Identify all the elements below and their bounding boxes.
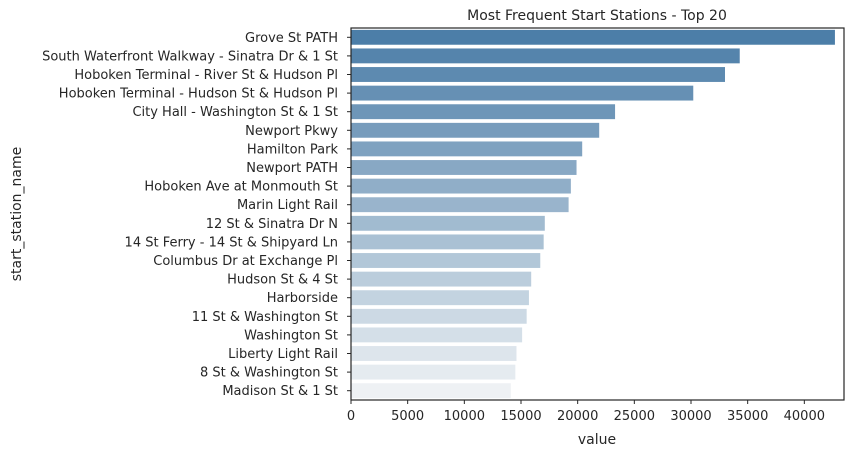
bar bbox=[351, 104, 616, 120]
y-tick-label: City Hall - Washington St & 1 St bbox=[132, 105, 338, 120]
bar bbox=[351, 271, 532, 287]
y-tick-label: Washington St bbox=[244, 328, 338, 343]
bar bbox=[351, 290, 529, 306]
y-tick-label: Madison St & 1 St bbox=[222, 384, 338, 399]
y-tick-label: Hoboken Terminal - Hudson St & Hudson Pl bbox=[59, 87, 338, 102]
bar bbox=[351, 253, 541, 268]
x-tick-label: 30000 bbox=[670, 409, 711, 424]
bar bbox=[351, 160, 577, 175]
bar bbox=[351, 215, 545, 231]
bar bbox=[351, 29, 835, 45]
bar bbox=[351, 85, 694, 101]
y-tick-label: Newport Pkwy bbox=[245, 124, 338, 139]
bar bbox=[351, 122, 600, 138]
y-tick-label: Newport PATH bbox=[246, 161, 338, 176]
y-tick-label: Columbus Dr at Exchange Pl bbox=[153, 254, 338, 269]
y-tick-label: Grove St PATH bbox=[245, 31, 338, 46]
y-tick-label: 11 St & Washington St bbox=[192, 310, 338, 325]
y-tick-label: Liberty Light Rail bbox=[228, 347, 338, 362]
y-tick-label: Hoboken Terminal - River St & Hudson Pl bbox=[74, 68, 338, 83]
bar bbox=[351, 346, 517, 361]
x-tick-label: 15000 bbox=[500, 409, 541, 424]
bar bbox=[351, 141, 583, 157]
y-tick-label: 14 St Ferry - 14 St & Shipyard Ln bbox=[125, 235, 338, 250]
bar bbox=[351, 67, 725, 82]
x-tick-label: 20000 bbox=[557, 409, 598, 424]
bar bbox=[351, 327, 523, 343]
chart-title: Most Frequent Start Stations - Top 20 bbox=[467, 8, 727, 24]
x-tick-label: 25000 bbox=[614, 409, 655, 424]
bar bbox=[351, 197, 569, 213]
y-tick-label: 8 St & Washington St bbox=[200, 366, 338, 381]
x-tick-label: 0 bbox=[347, 409, 355, 424]
y-tick-labels: Grove St PATH South Waterfront Walkway - … bbox=[42, 31, 351, 399]
x-axis-label: value bbox=[578, 432, 616, 448]
x-tick-label: 40000 bbox=[784, 409, 825, 424]
x-ticks: 0 5000 10000 15000 20000 25000 30000 35000 40000 bbox=[347, 400, 825, 424]
bars-group bbox=[351, 29, 835, 399]
bar bbox=[351, 383, 511, 399]
x-tick-label: 10000 bbox=[444, 409, 485, 424]
bar bbox=[351, 308, 527, 324]
bar bbox=[351, 364, 516, 380]
y-tick-label: Hoboken Ave at Monmouth St bbox=[144, 180, 338, 195]
y-tick-label: 12 St & Sinatra Dr N bbox=[206, 217, 338, 232]
bar bbox=[351, 178, 571, 194]
y-tick-label: Marin Light Rail bbox=[237, 198, 338, 213]
y-tick-label: Hamilton Park bbox=[247, 142, 339, 157]
y-axis-label: start_station_name bbox=[9, 147, 25, 282]
y-tick-label: Harborside bbox=[267, 291, 338, 306]
bar bbox=[351, 234, 544, 250]
x-tick-label: 35000 bbox=[727, 409, 768, 424]
x-tick-label: 5000 bbox=[391, 409, 424, 424]
bar bbox=[351, 48, 740, 64]
plot-frame bbox=[350, 27, 845, 401]
y-tick-label: South Waterfront Walkway - Sinatra Dr & … bbox=[42, 49, 338, 64]
y-tick-label: Hudson St & 4 St bbox=[227, 273, 338, 288]
